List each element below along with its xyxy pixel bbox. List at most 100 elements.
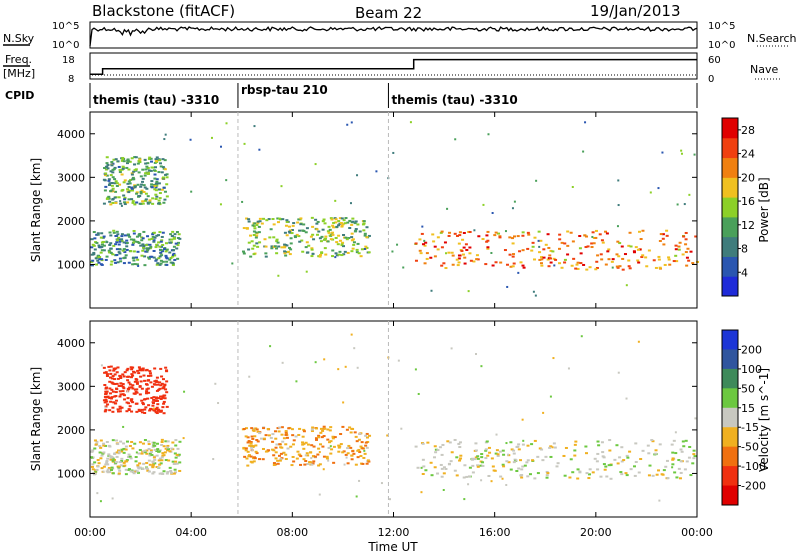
data-cell [170,471,174,474]
data-cell [355,251,359,254]
data-cell [331,435,335,438]
data-cell [252,233,256,236]
data-cell [467,475,471,478]
data-cell [453,232,457,235]
data-cell [268,236,272,239]
data-cell [491,264,495,267]
data-cell [139,185,143,188]
data-cell [93,447,97,450]
data-cell [166,448,170,451]
data-cell [323,358,326,361]
data-cell [491,212,494,215]
data-cell [629,468,633,471]
data-cell [182,437,185,440]
data-cell [676,203,679,206]
data-cell [324,235,328,238]
data-cell [148,372,152,375]
data-cell [155,243,159,246]
data-cell [150,453,154,456]
data-cell [318,493,321,496]
data-cell [149,451,153,454]
data-cell [593,457,597,460]
data-cell [650,439,654,442]
data-cell [162,412,166,415]
data-cell [346,221,350,224]
data-cell [172,252,176,255]
data-cell [601,455,605,458]
data-cell [92,244,96,247]
data-cell [299,217,303,220]
power-colorbar-tick: 8 [741,243,748,256]
data-cell [346,123,349,126]
data-cell [108,369,112,372]
data-cell [688,445,692,448]
data-cell [476,464,480,467]
data-cell [634,460,638,463]
data-cell [136,258,140,261]
data-cell [105,165,109,168]
data-cell [668,263,672,266]
x-axis-label: Time UT [367,540,418,554]
data-cell [493,234,497,237]
data-cell [146,374,150,377]
data-cell [140,189,144,192]
data-cell [587,477,591,480]
data-cell [256,221,260,224]
data-cell [246,436,250,439]
data-cell [129,178,133,181]
data-cell [144,192,148,195]
data-cell [595,260,599,263]
data-cell [458,446,462,449]
data-cell [278,217,282,220]
data-cell [115,184,119,187]
radar-title: Blackstone (fitACF) [92,2,235,20]
data-cell [661,151,664,154]
data-cell [247,440,251,443]
data-cell [532,290,535,293]
data-cell [421,458,425,461]
data-cell [481,238,485,241]
data-cell [95,263,99,266]
data-cell [297,433,301,436]
data-cell [664,465,668,468]
data-cell [520,474,524,477]
data-cell [457,254,461,257]
data-cell [125,410,129,413]
data-cell [533,236,537,239]
data-cell [120,448,124,451]
data-cell [108,396,112,399]
data-cell [392,151,395,154]
data-cell [671,463,675,466]
data-cell [294,435,298,438]
data-cell [102,399,106,402]
data-cell [125,245,129,248]
data-cell [108,471,112,474]
data-cell [130,172,134,175]
data-cell [155,156,159,159]
data-cell [284,224,288,227]
data-cell [153,185,157,188]
data-cell [114,399,118,402]
data-cell [170,447,174,450]
data-cell [113,166,117,169]
data-cell [362,222,366,225]
data-cell [120,457,124,460]
data-cell [505,263,509,266]
data-cell [110,184,114,187]
data-cell [258,432,262,435]
data-cell [354,220,358,223]
data-cell [558,238,562,241]
data-cell [509,468,513,471]
data-cell [124,448,128,451]
data-cell [342,245,346,248]
data-cell [552,442,556,445]
data-cell [689,474,693,477]
data-cell [109,372,113,375]
data-cell [284,453,288,456]
data-cell [136,465,140,468]
data-cell [108,455,112,458]
data-cell [153,458,157,461]
data-cell [155,180,159,183]
data-cell [164,447,168,450]
